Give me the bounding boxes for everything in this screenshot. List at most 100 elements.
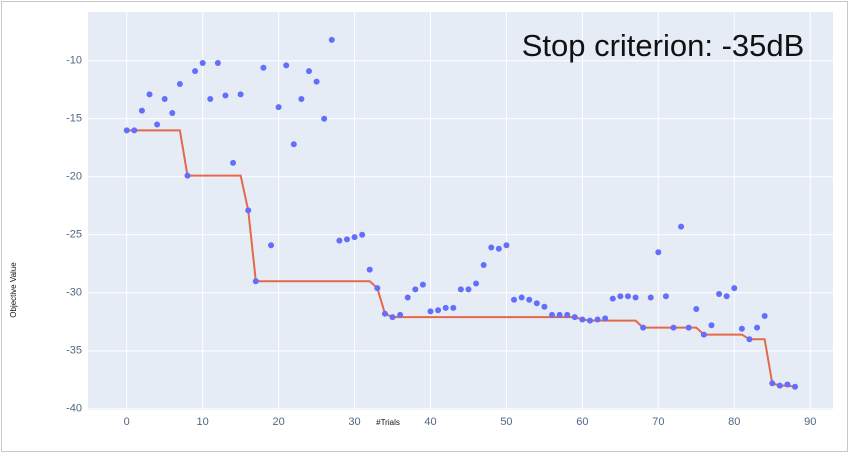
- y-tick-label: -10: [66, 55, 82, 67]
- trial-point: [640, 324, 647, 331]
- trial-point: [655, 249, 662, 256]
- trial-point: [457, 286, 464, 293]
- trial-point: [161, 96, 168, 103]
- x-tick-label: 10: [197, 416, 209, 428]
- trial-point: [184, 172, 191, 179]
- trial-point: [245, 207, 252, 214]
- trial-point: [776, 382, 783, 389]
- trial-point: [237, 91, 244, 98]
- x-tick-label: 60: [576, 416, 588, 428]
- trial-point: [685, 324, 692, 331]
- trial-point: [146, 91, 153, 98]
- y-tick-label: -15: [66, 113, 82, 125]
- trial-point: [450, 304, 457, 311]
- trial-point: [252, 278, 259, 285]
- trial-point: [419, 281, 426, 288]
- trial-point: [321, 115, 328, 122]
- y-axis-label: Objective Value: [9, 262, 18, 318]
- trial-point: [700, 331, 707, 338]
- y-tick-label: -30: [66, 287, 82, 299]
- trial-point: [207, 96, 214, 103]
- trial-point: [131, 127, 138, 134]
- trial-point: [260, 64, 267, 71]
- trial-point: [230, 159, 237, 166]
- trial-point: [495, 245, 502, 252]
- trial-point: [435, 307, 442, 314]
- trial-point: [336, 237, 343, 244]
- trial-point: [473, 280, 480, 287]
- x-tick-label: 0: [124, 416, 130, 428]
- trial-point: [412, 286, 419, 293]
- trial-point: [176, 80, 183, 87]
- trial-point: [647, 294, 654, 301]
- trial-point: [769, 380, 776, 387]
- trial-point: [214, 60, 221, 67]
- x-tick-label: 20: [272, 416, 284, 428]
- x-tick-label: 50: [500, 416, 512, 428]
- x-tick-label: 40: [424, 416, 436, 428]
- trial-point: [556, 311, 563, 318]
- trial-point: [571, 314, 578, 321]
- trial-point: [609, 295, 616, 302]
- trial-point: [290, 141, 297, 148]
- trial-point: [465, 286, 472, 293]
- trial-point: [564, 311, 571, 318]
- trial-point: [389, 314, 396, 321]
- trial-point: [617, 293, 624, 300]
- trial-point: [693, 306, 700, 313]
- y-tick-label: -40: [66, 403, 82, 415]
- trial-point: [351, 234, 358, 241]
- trial-point: [754, 324, 761, 331]
- trial-point: [586, 317, 593, 324]
- trial-point: [283, 62, 290, 69]
- x-tick-label: 30: [348, 416, 360, 428]
- trial-point: [708, 322, 715, 329]
- trial-point: [442, 304, 449, 311]
- trial-point: [192, 68, 199, 75]
- trial-point: [579, 316, 586, 323]
- trial-point: [138, 107, 145, 114]
- trial-point: [397, 311, 404, 318]
- trial-point: [662, 293, 669, 300]
- trial-point: [328, 36, 335, 43]
- trial-point: [723, 293, 730, 300]
- trial-point: [154, 121, 161, 128]
- trial-point: [123, 127, 130, 134]
- trial-point: [169, 109, 176, 116]
- x-tick-label: 70: [652, 416, 664, 428]
- trial-point: [511, 296, 518, 303]
- trial-point: [716, 290, 723, 297]
- trial-point: [678, 223, 685, 230]
- trial-point: [632, 294, 639, 301]
- trial-point: [792, 383, 799, 390]
- best-value-line: [126, 129, 796, 388]
- y-tick-label: -20: [66, 171, 82, 183]
- trial-point: [761, 313, 768, 320]
- trial-point: [298, 96, 305, 103]
- trial-point: [199, 60, 206, 67]
- trial-point: [343, 236, 350, 243]
- annotation: Stop criterion: -35dB: [522, 28, 805, 63]
- trial-point: [488, 244, 495, 251]
- trial-point: [222, 92, 229, 99]
- trial-point: [526, 296, 533, 303]
- trial-point: [518, 294, 525, 301]
- y-tick-label: -25: [66, 229, 82, 241]
- trial-point: [404, 294, 411, 301]
- trial-point: [366, 266, 373, 273]
- trial-point: [670, 324, 677, 331]
- trial-point: [784, 381, 791, 388]
- trial-point: [738, 325, 745, 332]
- trial-point: [533, 300, 540, 307]
- x-tick-label: 80: [728, 416, 740, 428]
- trial-point: [602, 315, 609, 322]
- trial-point: [305, 68, 312, 75]
- x-tick-label: 90: [804, 416, 816, 428]
- plot-area: [88, 12, 833, 410]
- x-axis-label: #Trials: [376, 418, 400, 427]
- trial-point: [549, 311, 556, 318]
- trial-point: [374, 285, 381, 292]
- trial-point: [746, 336, 753, 343]
- trial-point: [503, 242, 510, 249]
